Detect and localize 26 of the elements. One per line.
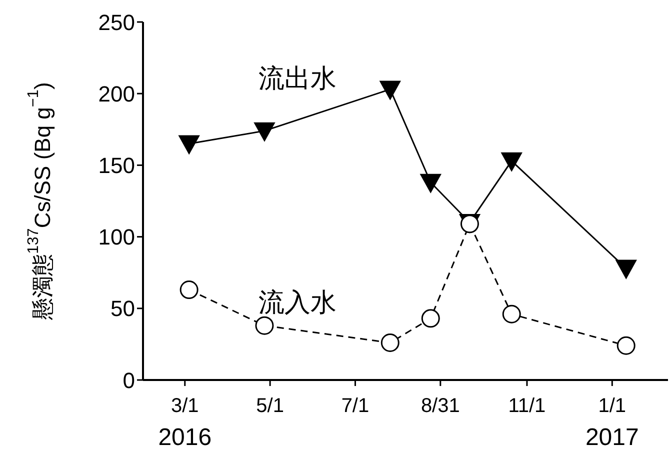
y-tick-label: 50: [110, 296, 135, 322]
point: [616, 260, 637, 279]
point: [380, 80, 401, 100]
point: [255, 316, 274, 335]
x-tick-label: 7/1: [341, 395, 370, 418]
point: [178, 135, 200, 154]
point: [254, 122, 275, 142]
y-tick-label: 200: [98, 81, 135, 106]
point: [180, 280, 198, 300]
y-tick-label: 150: [98, 153, 135, 178]
series-label: 流出水: [258, 63, 336, 94]
y-tick-label: 0: [122, 368, 135, 393]
text: 2017: [585, 424, 639, 451]
x-tick-label: 1/1: [598, 395, 626, 418]
point: [420, 174, 442, 193]
x-tick-label: 8/31: [420, 395, 460, 418]
text: 2016: [158, 424, 212, 451]
series-label: 流入水: [258, 287, 336, 318]
x-tick-label: 3/1: [170, 395, 199, 418]
y-tick-label: 100: [98, 224, 135, 250]
x-tick-label: 11/1: [508, 395, 546, 418]
x-tick-label: 5/1: [256, 395, 284, 418]
point: [501, 152, 522, 172]
point: [380, 334, 400, 352]
y-tick-label: 250: [98, 10, 135, 35]
point: [421, 309, 440, 328]
